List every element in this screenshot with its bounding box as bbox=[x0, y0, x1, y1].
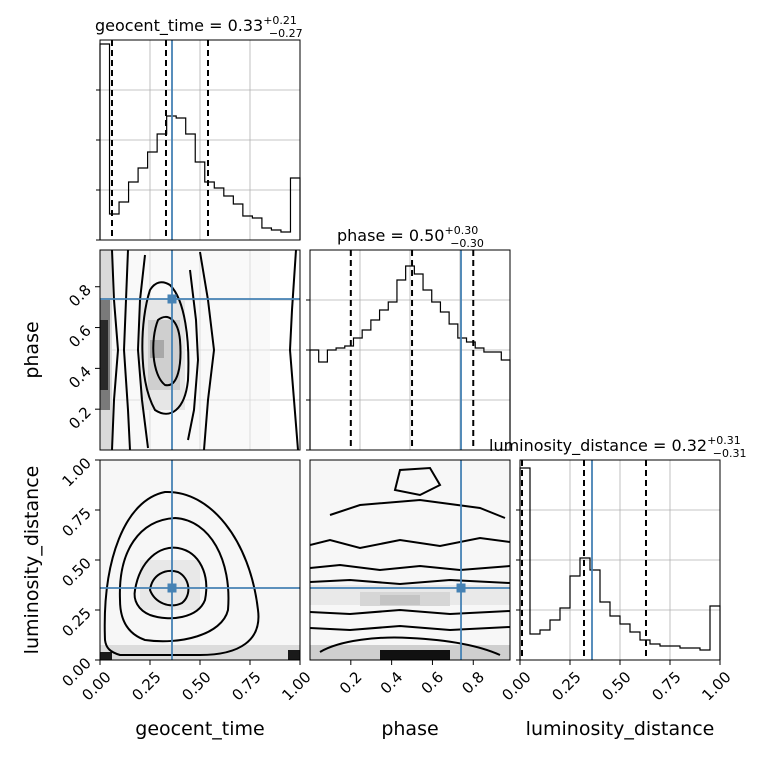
x-tick-label: 0.25 bbox=[128, 668, 164, 704]
y-tick-label: 0.6 bbox=[65, 322, 95, 352]
y-tick-label: 0.2 bbox=[65, 403, 95, 433]
truth-marker bbox=[167, 294, 177, 304]
x-tick-label: 0.50 bbox=[598, 668, 634, 704]
y-tick-label: 1.00 bbox=[58, 454, 94, 490]
title-phase: phase = 0.50+0.30 −0.30 bbox=[337, 224, 484, 250]
x-tick-label: 0.75 bbox=[648, 668, 684, 704]
histogram-layer bbox=[99, 40, 721, 660]
histogram-geocent-time bbox=[99, 43, 301, 240]
truth-layer bbox=[100, 40, 593, 660]
xlabel-geocent-time: geocent_time bbox=[135, 718, 264, 740]
x-tick-label: 0.00 bbox=[498, 668, 534, 704]
x-tick-label: 0.6 bbox=[418, 668, 448, 698]
x-tick-label: 0.25 bbox=[548, 668, 584, 704]
panel-frame bbox=[99, 249, 301, 451]
x-tick-label: 0.75 bbox=[228, 668, 264, 704]
histogram-luminosity-distance bbox=[519, 467, 721, 660]
y-tick-label: 0.8 bbox=[65, 281, 95, 311]
histogram-phase bbox=[309, 265, 511, 450]
x-tick-label: 0.50 bbox=[178, 668, 214, 704]
y-tick-label: 0.4 bbox=[65, 362, 95, 392]
x-tick-label: 0.4 bbox=[377, 668, 407, 698]
density-contours bbox=[310, 466, 510, 656]
y-tick-label: 0.50 bbox=[58, 554, 94, 590]
density-geocent-time-phase bbox=[100, 250, 299, 450]
density-contours bbox=[111, 250, 299, 450]
xlabel-phase: phase bbox=[381, 718, 438, 740]
xlabel-luminosity-distance: luminosity_distance bbox=[526, 718, 715, 740]
axes-frames bbox=[96, 39, 721, 661]
truth-marker bbox=[456, 583, 466, 593]
x-tick-label: 1.00 bbox=[698, 668, 734, 704]
density-phase-luminosity-distance bbox=[310, 460, 510, 660]
panel-frame bbox=[309, 459, 511, 661]
title-geocent-time: geocent_time = 0.33+0.21 −0.27 bbox=[95, 14, 303, 40]
x-tick-label: 0.8 bbox=[458, 668, 488, 698]
y-tick-label: 0.75 bbox=[58, 504, 94, 540]
y-tick-label: 0.25 bbox=[58, 604, 94, 640]
ylabel-luminosity-distance: luminosity_distance bbox=[21, 466, 43, 655]
density-contours bbox=[103, 490, 260, 656]
x-tick-label: 1.00 bbox=[278, 668, 314, 704]
title-luminosity-distance: luminosity_distance = 0.32+0.31 −0.31 bbox=[489, 434, 747, 460]
truth-marker bbox=[167, 583, 177, 593]
ylabel-phase: phase bbox=[21, 321, 43, 378]
x-tick-label: 0.2 bbox=[336, 668, 366, 698]
density-geocent-time-luminosity-distance bbox=[100, 460, 300, 660]
